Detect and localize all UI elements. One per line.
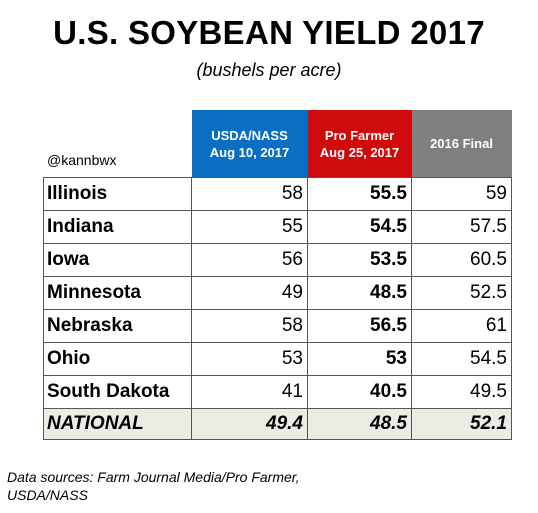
yield-value-cell: 56.5 [307, 309, 412, 343]
state-name-cell: Nebraska [43, 309, 192, 343]
yield-value-cell: 53 [191, 342, 308, 376]
yield-value-cell: 58 [191, 177, 308, 211]
national-value-cell: 49.4 [191, 408, 308, 440]
yield-value-cell: 52.5 [411, 276, 512, 310]
header-pro-farmer: Pro Farmer Aug 25, 2017 [307, 110, 412, 178]
chart-subtitle: (bushels per acre) [196, 60, 342, 80]
table-row: Minnesota 49 48.5 52.5 [43, 276, 512, 310]
state-name-cell: Indiana [43, 210, 192, 244]
header-pro-line1: Pro Farmer [324, 127, 395, 143]
yield-value-cell: 60.5 [411, 243, 512, 277]
national-label-cell: NATIONAL [43, 408, 192, 440]
header-row: USDA/NASS Aug 10, 2017 Pro Farmer Aug 25… [44, 110, 512, 178]
table-row: Indiana 55 54.5 57.5 [43, 210, 512, 244]
header-usda-line2: Aug 10, 2017 [209, 144, 290, 160]
state-name-cell: South Dakota [43, 375, 192, 409]
national-row: NATIONAL 49.4 48.5 52.1 [43, 408, 512, 440]
yield-value-cell: 54.5 [307, 210, 412, 244]
header-usda-line1: USDA/NASS [211, 127, 288, 143]
state-name-cell: Minnesota [43, 276, 192, 310]
yield-value-cell: 53.5 [307, 243, 412, 277]
yield-value-cell: 55.5 [307, 177, 412, 211]
table-row: Ohio 53 53 54.5 [43, 342, 512, 376]
yield-value-cell: 56 [191, 243, 308, 277]
state-name-cell: Ohio [43, 342, 192, 376]
table-row: South Dakota 41 40.5 49.5 [43, 375, 512, 409]
state-name-cell: Iowa [43, 243, 192, 277]
state-name-cell: Illinois [43, 177, 192, 211]
header-final-line1: 2016 Final [430, 136, 493, 151]
national-value-cell: 48.5 [307, 408, 412, 440]
yield-value-cell: 53 [307, 342, 412, 376]
table-row: Iowa 56 53.5 60.5 [43, 243, 512, 277]
yield-value-cell: 40.5 [307, 375, 412, 409]
yield-value-cell: 48.5 [307, 276, 412, 310]
yield-value-cell: 59 [411, 177, 512, 211]
header-pro-line2: Aug 25, 2017 [319, 144, 400, 160]
yield-table: USDA/NASS Aug 10, 2017 Pro Farmer Aug 25… [43, 110, 512, 440]
header-2016-final: 2016 Final [411, 110, 512, 178]
chart-title: U.S. SOYBEAN YIELD 2017 [53, 14, 485, 51]
header-usda-nass: USDA/NASS Aug 10, 2017 [191, 110, 308, 178]
data-sources: Data sources: Farm Journal Media/Pro Far… [7, 469, 300, 503]
yield-value-cell: 58 [191, 309, 308, 343]
yield-value-cell: 61 [411, 309, 512, 343]
yield-value-cell: 49 [191, 276, 308, 310]
yield-value-cell: 57.5 [411, 210, 512, 244]
header-blank-cell [44, 110, 192, 178]
yield-value-cell: 55 [191, 210, 308, 244]
table-row: Illinois 58 55.5 59 [43, 177, 512, 211]
table-row: Nebraska 58 56.5 61 [43, 309, 512, 343]
yield-value-cell: 41 [191, 375, 308, 409]
national-value-cell: 52.1 [411, 408, 512, 440]
yield-value-cell: 49.5 [411, 375, 512, 409]
yield-value-cell: 54.5 [411, 342, 512, 376]
twitter-handle: @kannbwx [47, 152, 117, 168]
